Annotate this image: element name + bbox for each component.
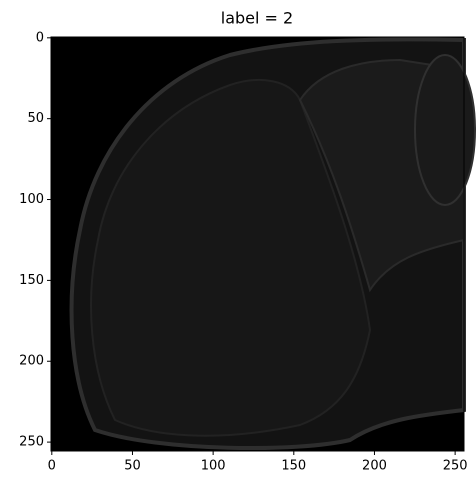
orbit <box>414 54 476 206</box>
chart-title: label = 2 <box>221 9 293 28</box>
image <box>50 36 476 452</box>
axes-frame <box>50 36 465 452</box>
x-tick-label: 250 <box>443 459 468 474</box>
x-tick-label: 150 <box>281 459 306 474</box>
x-tick-label: 200 <box>362 459 387 474</box>
y-tick-label: 250 <box>19 435 44 450</box>
y-tick-label: 200 <box>19 354 44 369</box>
x-tick-label: 100 <box>201 459 226 474</box>
x-tick-label: 50 <box>124 459 141 474</box>
y-tick-label: 100 <box>19 192 44 207</box>
y-tick-label: 50 <box>27 111 44 126</box>
y-tick-label: 150 <box>19 273 44 288</box>
y-tick-label: 0 <box>36 30 44 45</box>
x-tick-label: 0 <box>48 459 56 474</box>
